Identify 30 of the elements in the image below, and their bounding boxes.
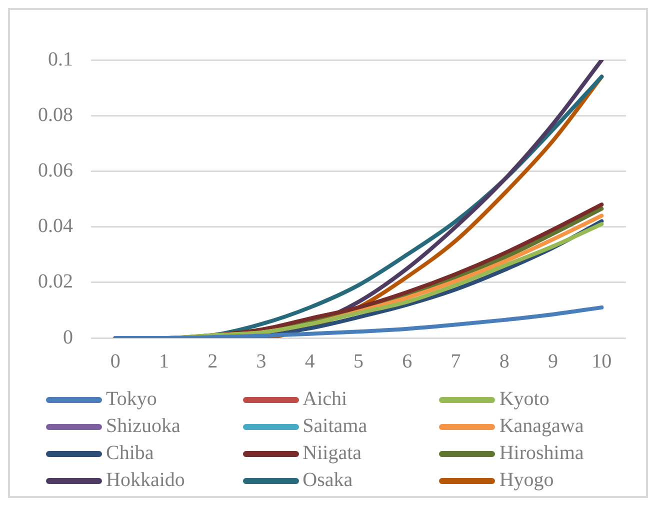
legend-label: Niigata [302,441,362,466]
legend-label: Aichi [302,387,348,412]
x-tick-label: 0 [110,350,120,372]
legend-label: Chiba [106,441,154,466]
y-tick-label: 0.04 [38,215,73,238]
y-tick-label: 0.02 [38,270,73,293]
x-tick-label: 6 [402,350,412,372]
legend-label: Hyogo [499,468,554,493]
x-tick-label: 2 [208,350,218,372]
legend-label: Osaka [302,468,353,493]
x-tick-label: 5 [354,350,364,372]
x-tick-label: 10 [592,350,612,372]
y-tick-label: 0.08 [38,104,73,126]
y-tick-label: 0.1 [48,48,73,70]
legend-label: Kanagawa [499,414,584,439]
y-tick-label: 0 [63,326,73,348]
x-tick-label: 3 [256,350,266,372]
legend-label: Hokkaido [106,468,185,493]
x-tick-label: 1 [158,350,169,372]
y-tick-label: 0.06 [38,159,73,182]
legend-label: Shizuoka [106,414,180,439]
legend-label: Kyoto [499,387,550,412]
x-tick-label: 7 [450,350,461,372]
x-tick-label: 4 [304,350,315,372]
x-tick-label: 8 [499,350,510,372]
legend-label: Hiroshima [499,441,584,466]
legend-label: Saitama [302,414,368,439]
x-tick-label: 9 [548,350,558,372]
legend-label: Tokyo [106,387,157,412]
line-series [113,305,604,338]
